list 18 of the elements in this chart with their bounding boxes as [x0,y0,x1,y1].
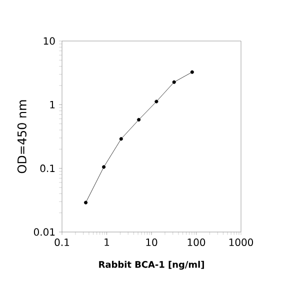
x-tick-label: 0.1 [54,238,69,246]
point [84,200,88,204]
y-tick-label: 1 [50,101,55,108]
x-tick-label: 100 [188,238,206,246]
point [190,70,194,74]
y-axis-title: OD=450 nm [17,100,26,174]
point [172,80,176,84]
y-tick-label: 0.01 [34,228,55,236]
point [119,137,123,141]
point [154,100,158,104]
x-tick-label: 1 [104,238,110,246]
x-tick-label: 1000 [229,238,254,246]
y-tick-label: 0.1 [40,164,55,172]
point [102,165,106,169]
point [137,118,141,122]
x-tick-label: 10 [146,238,158,246]
x-axis-title: Rabbit BCA-1 [ng/ml] [99,260,204,270]
y-tick-label: 10 [44,37,55,45]
